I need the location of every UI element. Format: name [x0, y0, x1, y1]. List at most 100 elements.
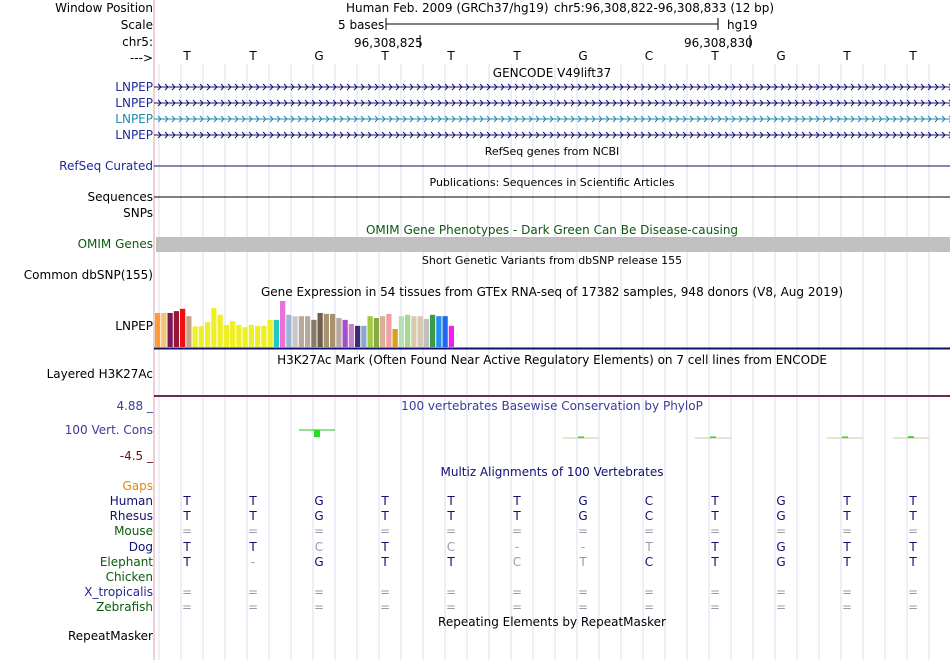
alignment-base: T [183, 554, 191, 569]
base-letter: T [183, 49, 191, 63]
species-label[interactable]: Mouse [114, 524, 153, 539]
layered-h3k27ac-label[interactable]: Layered H3K27Ac [46, 367, 153, 381]
h3k27ac-track-title[interactable]: H3K27Ac Mark (Often Found Near Active Re… [277, 353, 827, 367]
alignment-base: T [447, 554, 455, 569]
species-label[interactable]: Zebrafish [96, 600, 153, 615]
species-label[interactable]: Rhesus [109, 509, 153, 524]
gtex-track-title[interactable]: Gene Expression in 54 tissues from GTEx … [260, 285, 844, 299]
gtex-tissue-bar [161, 312, 167, 347]
gtex-tissue-bar [205, 322, 211, 347]
gtex-tissue-bar [423, 318, 429, 347]
gtex-tissue-bar [173, 311, 179, 347]
gencode-lnpep-label-3[interactable]: LNPEP [115, 112, 153, 126]
alignment-base: T [909, 554, 917, 569]
species-label[interactable]: Elephant [99, 554, 153, 569]
alignment-base: C [644, 509, 654, 524]
assembly-text: Human Feb. 2009 (GRCh37/hg19) [346, 1, 549, 15]
alignment-base: = [181, 600, 193, 615]
gencode-lnpep-label-4[interactable]: LNPEP [115, 128, 153, 142]
gtex-tissue-bar [248, 324, 254, 347]
base-letter: T [447, 49, 455, 63]
alignment-base: T [381, 509, 389, 524]
alignment-base: = [907, 600, 919, 615]
gtex-tissue-bar [380, 316, 386, 347]
gencode-track-title[interactable]: GENCODE V49lift37 [492, 66, 612, 80]
gtex-tissue-bar [255, 325, 261, 347]
alignment-base: - [250, 554, 256, 569]
gtex-tissue-bar [198, 326, 204, 347]
alignment-base: = [445, 600, 457, 615]
omim-genes-label[interactable]: OMIM Genes [77, 237, 153, 251]
species-label[interactable]: Chicken [105, 570, 153, 584]
alignment-base: = [643, 600, 655, 615]
snps-label[interactable]: SNPs [123, 206, 153, 220]
alignment-base: T [909, 509, 917, 524]
base-letter: T [381, 49, 389, 63]
base-letter: G [314, 49, 324, 63]
gtex-tissue-bar [355, 325, 361, 347]
gtex-tissue-bar [342, 319, 348, 347]
gtex-tissue-bar [217, 314, 223, 347]
alignment-base: G [314, 554, 324, 569]
species-label[interactable]: Human [109, 494, 153, 508]
alignment-base: T [711, 554, 719, 569]
alignment-base: G [578, 494, 588, 508]
gtex-tissue-bar [230, 321, 236, 347]
alignment-base: T [843, 539, 851, 554]
refseq-track-title[interactable]: RefSeq genes from NCBI [484, 145, 620, 158]
publications-track-title[interactable]: Publications: Sequences in Scientific Ar… [429, 176, 675, 189]
scale-label: Scale [120, 18, 153, 32]
gtex-tissue-bar [317, 312, 323, 347]
gtex-tissue-bar [305, 316, 311, 347]
coord-right: 96,308,830 [684, 36, 753, 50]
strand-arrow-label: ---> [129, 51, 153, 65]
alignment-base: = [511, 524, 523, 539]
gtex-tissue-bar [336, 318, 342, 347]
base-letter: T [711, 49, 719, 63]
gencode-lnpep-label-1[interactable]: LNPEP [115, 80, 153, 94]
position-text: chr5:96,308,822-96,308,833 (12 bp) [554, 1, 775, 15]
phylop-track-title[interactable]: 100 vertebrates Basewise Conservation by… [401, 399, 703, 413]
alignment-base: G [776, 494, 786, 508]
gencode-strand-chevrons [157, 131, 950, 139]
alignment-base: - [514, 539, 520, 554]
alignment-base: T [447, 509, 455, 524]
sequences-label[interactable]: Sequences [87, 190, 153, 204]
gtex-tissue-bar [392, 329, 398, 347]
chr-label: chr5: [122, 35, 153, 49]
base-letter: T [249, 49, 257, 63]
vert-cons-label[interactable]: 100 Vert. Cons [64, 423, 153, 437]
dbsnp-track-title[interactable]: Short Genetic Variants from dbSNP releas… [421, 254, 683, 267]
alignment-base: = [181, 585, 193, 600]
gaps-label[interactable]: Gaps [122, 479, 153, 493]
gtex-tissue-bar [348, 324, 354, 347]
alignment-base: C [644, 554, 654, 569]
gencode-lnpep-label-2[interactable]: LNPEP [115, 96, 153, 110]
base-letter: G [578, 49, 588, 63]
species-label[interactable]: Dog [128, 539, 153, 554]
refseq-curated-label[interactable]: RefSeq Curated [59, 159, 153, 173]
gtex-tissue-bar [386, 313, 392, 347]
alignment-base: T [183, 539, 191, 554]
alignment-base: = [445, 585, 457, 600]
alignment-base: G [776, 539, 786, 554]
gtex-tissue-bar [186, 316, 192, 347]
gtex-tissue-bar [405, 314, 411, 347]
species-label[interactable]: X_tropicalis [84, 585, 153, 600]
base-letter: G [776, 49, 786, 63]
repeatmasker-track-title[interactable]: Repeating Elements by RepeatMasker [438, 615, 666, 629]
alignment-base: T [249, 509, 257, 524]
gtex-tissue-bar [411, 316, 417, 347]
alignment-base: = [247, 585, 259, 600]
alignment-base: T [711, 539, 719, 554]
omim-track-title[interactable]: OMIM Gene Phenotypes - Dark Green Can Be… [365, 223, 739, 237]
gtex-tissue-bar [436, 316, 442, 347]
gtex-lnpep-label[interactable]: LNPEP [115, 319, 153, 333]
alignment-base: = [511, 600, 523, 615]
repeatmasker-label[interactable]: RepeatMasker [67, 629, 153, 643]
multiz-track-title[interactable]: Multiz Alignments of 100 Vertebrates [440, 465, 664, 479]
alignment-base: G [776, 509, 786, 524]
common-dbsnp-label[interactable]: Common dbSNP(155) [23, 268, 153, 282]
